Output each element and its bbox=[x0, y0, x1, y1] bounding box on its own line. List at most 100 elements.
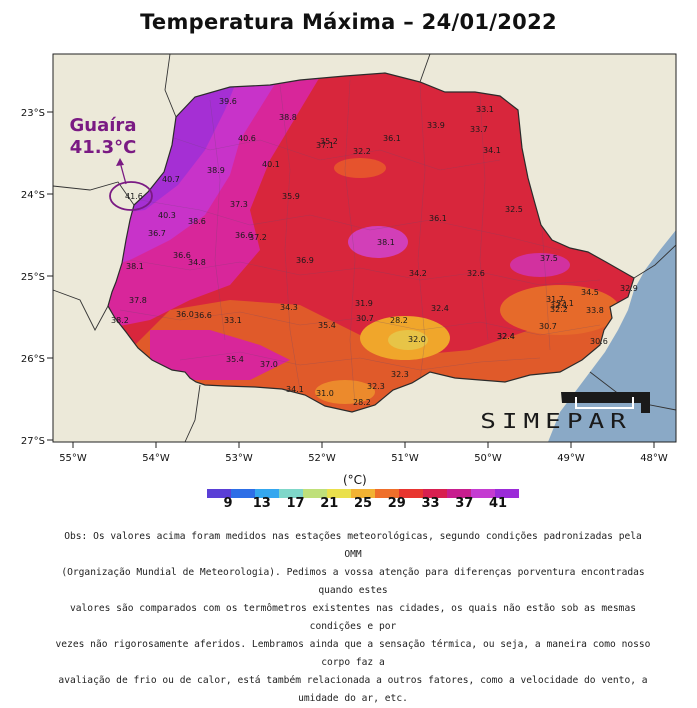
station-value: 36.1 bbox=[429, 214, 447, 223]
station-value: 34.8 bbox=[188, 258, 206, 267]
station-values: 39.6 38.8 36.1 33.9 33.7 33.1 40.6 35.2 … bbox=[111, 97, 638, 407]
lon-label: 49°W bbox=[557, 453, 585, 464]
station-value: 37.2 bbox=[249, 233, 267, 242]
station-value: 32.4 bbox=[497, 332, 515, 341]
colorbar-segment bbox=[303, 489, 327, 498]
municipal-boundaries bbox=[119, 79, 601, 406]
station-value: 31.0 bbox=[316, 389, 334, 398]
station-value: 38.1 bbox=[126, 262, 144, 271]
logo-text: SIMEPAR bbox=[480, 409, 632, 434]
colorbar-segment bbox=[471, 489, 495, 498]
station-value: 39.6 bbox=[219, 97, 237, 106]
colorbar-tick-label: 13 bbox=[252, 496, 271, 511]
guaira-callout: Guaíra 41.3°C bbox=[70, 115, 153, 211]
station-value: 41.6 bbox=[125, 192, 143, 201]
map-title: Temperatura Máxima – 24/01/2022 bbox=[140, 10, 557, 34]
legend-unit: (°C) bbox=[343, 473, 367, 487]
colorbar-segment bbox=[423, 489, 447, 498]
map-frame bbox=[52, 53, 677, 443]
lat-axis: 23°S 24°S 25°S 26°S 27°S bbox=[21, 108, 53, 447]
station-value: 31.7 bbox=[546, 295, 564, 304]
station-value: 34.1 bbox=[483, 146, 501, 155]
station-value: 31.9 bbox=[355, 299, 373, 308]
colorbar-segment bbox=[327, 489, 351, 498]
obs-line: avaliação de frio ou de calor, está tamb… bbox=[58, 675, 648, 704]
colorbar-segment bbox=[207, 489, 231, 498]
lat-label: 25°S bbox=[21, 272, 45, 283]
lon-label: 53°W bbox=[225, 453, 253, 464]
station-value: 33.9 bbox=[427, 121, 445, 130]
state-outline bbox=[107, 72, 635, 413]
station-value: 32.9 bbox=[620, 284, 638, 293]
station-value: 33.1 bbox=[224, 316, 242, 325]
colorbar-tick-label: 9 bbox=[223, 496, 233, 511]
station-value: 32.0 bbox=[408, 335, 426, 344]
obs-line: valores são comparados com os termômetro… bbox=[69, 603, 637, 632]
lon-label: 50°W bbox=[474, 453, 502, 464]
station-value: 35.2 bbox=[320, 137, 338, 146]
colorbar-segment bbox=[255, 489, 279, 498]
colorbar-tick-label: 37 bbox=[455, 496, 474, 511]
lon-label: 52°W bbox=[308, 453, 336, 464]
colorbar-segment bbox=[279, 489, 303, 498]
lon-label: 55°W bbox=[59, 453, 87, 464]
lat-label: 27°S bbox=[21, 436, 45, 447]
station-value: 32.2 bbox=[550, 305, 568, 314]
station-value: 32.2 bbox=[353, 147, 371, 156]
station-value: 34.1 bbox=[286, 385, 304, 394]
observation-note: Obs: Os valores acima foram medidos nas … bbox=[54, 528, 652, 708]
station-value: 36.6 bbox=[235, 231, 253, 240]
colorbar-ticks: 9 13 17 21 25 29 33 37 41 bbox=[0, 496, 697, 512]
colorbar-tick-label: 21 bbox=[320, 496, 339, 511]
ocean bbox=[548, 230, 676, 442]
colorbar-tick-label: 33 bbox=[421, 496, 440, 511]
lon-label: 48°W bbox=[640, 453, 668, 464]
station-value: 32.4 bbox=[497, 332, 515, 341]
colorbar-tick-label: 41 bbox=[488, 496, 508, 511]
station-value: 32.4 bbox=[431, 304, 449, 313]
station-value: 28.2 bbox=[390, 316, 408, 325]
station-value: 32.6 bbox=[467, 269, 485, 278]
lat-label: 26°S bbox=[21, 354, 45, 365]
station-value: 34.5 bbox=[581, 288, 599, 297]
station-value: 37.0 bbox=[260, 360, 278, 369]
lat-label: 24°S bbox=[21, 190, 45, 201]
guaira-value: 41.3°C bbox=[70, 137, 137, 158]
station-value: 36.6 bbox=[173, 251, 191, 260]
colorbar-segment bbox=[231, 489, 255, 498]
lat-label: 23°S bbox=[21, 108, 45, 119]
station-value: 40.7 bbox=[162, 175, 180, 184]
temperature-colorbar bbox=[207, 489, 519, 498]
obs-line: vezes não rigorosamente aferidos. Lembra… bbox=[55, 639, 651, 668]
obs-line: Obs: Os valores acima foram medidos nas … bbox=[64, 531, 642, 560]
station-value: 36.0 bbox=[176, 310, 194, 319]
guaira-circle bbox=[109, 181, 153, 211]
station-value: 40.6 bbox=[238, 134, 256, 143]
temperature-map: 23°S 24°S 25°S 26°S 27°S 55°W 54°W 53°W … bbox=[21, 53, 677, 464]
station-value: 28.2 bbox=[353, 398, 371, 407]
station-value: 40.1 bbox=[262, 160, 280, 169]
guaira-name: Guaíra bbox=[70, 115, 137, 136]
lon-label: 54°W bbox=[142, 453, 170, 464]
station-value: 38.9 bbox=[207, 166, 225, 175]
station-value: 36.9 bbox=[296, 256, 314, 265]
colorbar-segment bbox=[399, 489, 423, 498]
colorbar-segment bbox=[447, 489, 471, 498]
station-value: 37.3 bbox=[230, 200, 248, 209]
station-value: 36.6 bbox=[194, 311, 212, 320]
station-value: 38.8 bbox=[279, 113, 297, 122]
colorbar-tick-label: 29 bbox=[387, 496, 406, 511]
colorbar-tick-label: 25 bbox=[353, 496, 373, 511]
simepar-logo: SIMEPAR bbox=[480, 392, 650, 434]
station-value: 30.7 bbox=[356, 314, 374, 323]
station-value: 40.3 bbox=[158, 211, 176, 220]
colorbar-segment bbox=[351, 489, 375, 498]
station-value: 32.1 bbox=[550, 301, 568, 310]
station-value: 33.8 bbox=[586, 306, 604, 315]
station-value: 37.8 bbox=[129, 296, 147, 305]
station-value: 38.1 bbox=[377, 238, 395, 247]
colorbar-segment bbox=[375, 489, 399, 498]
station-value: 34.2 bbox=[409, 269, 427, 278]
lon-axis: 55°W 54°W 53°W 52°W 51°W 50°W 49°W 48°W bbox=[59, 442, 668, 464]
station-value: 30.6 bbox=[590, 337, 608, 346]
